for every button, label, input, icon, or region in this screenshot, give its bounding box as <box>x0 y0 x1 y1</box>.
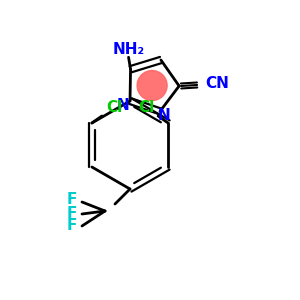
Text: CN: CN <box>205 76 229 92</box>
Text: N: N <box>117 98 129 112</box>
Text: F: F <box>67 193 77 208</box>
Circle shape <box>137 70 167 101</box>
Text: Cl: Cl <box>106 100 122 116</box>
Text: NH₂: NH₂ <box>112 42 145 57</box>
Text: N: N <box>158 108 170 123</box>
Text: F: F <box>67 206 77 220</box>
Text: F: F <box>67 218 77 233</box>
Text: Cl: Cl <box>138 100 154 116</box>
